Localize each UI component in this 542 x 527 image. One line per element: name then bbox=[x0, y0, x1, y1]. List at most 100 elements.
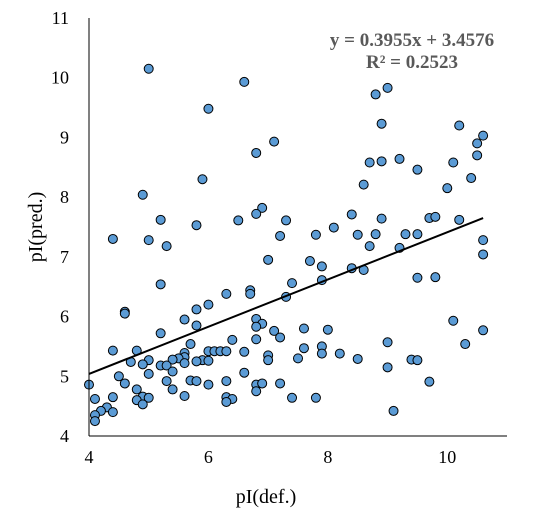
data-point bbox=[269, 325, 280, 336]
data-point bbox=[143, 235, 154, 246]
data-point bbox=[352, 353, 363, 364]
y-tick-label: 5 bbox=[60, 366, 69, 386]
data-point bbox=[316, 261, 327, 272]
data-point bbox=[137, 189, 148, 200]
data-point bbox=[107, 407, 118, 418]
data-point bbox=[191, 376, 202, 387]
data-point bbox=[203, 299, 214, 310]
data-point bbox=[143, 368, 154, 379]
data-point bbox=[221, 288, 232, 299]
data-point bbox=[358, 179, 369, 190]
data-point bbox=[346, 209, 357, 220]
data-point bbox=[161, 241, 172, 252]
data-point bbox=[191, 356, 202, 367]
data-point bbox=[89, 393, 100, 404]
data-point bbox=[203, 355, 214, 366]
data-point bbox=[478, 325, 489, 336]
trendline-r-squared: R² = 0.2523 bbox=[366, 52, 458, 73]
data-point bbox=[334, 348, 345, 359]
data-point bbox=[197, 174, 208, 185]
data-point bbox=[287, 278, 298, 289]
data-point bbox=[119, 308, 130, 319]
data-point bbox=[448, 315, 459, 326]
y-tick-label: 8 bbox=[60, 187, 69, 207]
data-point bbox=[304, 256, 315, 267]
points-layer bbox=[84, 63, 489, 427]
data-point bbox=[376, 118, 387, 129]
data-point bbox=[472, 138, 483, 149]
data-point bbox=[382, 337, 393, 348]
data-point bbox=[251, 334, 262, 345]
data-point bbox=[448, 157, 459, 168]
x-tick-label: 8 bbox=[323, 447, 332, 467]
data-point bbox=[466, 173, 477, 184]
data-point bbox=[412, 164, 423, 175]
data-point bbox=[275, 332, 286, 343]
data-point bbox=[161, 376, 172, 387]
data-point bbox=[143, 63, 154, 74]
data-point bbox=[155, 279, 166, 290]
data-point bbox=[454, 120, 465, 131]
data-point bbox=[287, 392, 298, 403]
y-tick-label: 7 bbox=[60, 247, 69, 267]
data-point bbox=[137, 359, 148, 370]
data-point bbox=[322, 324, 333, 335]
x-tick-label: 10 bbox=[438, 447, 456, 467]
data-point bbox=[364, 241, 375, 252]
data-point bbox=[269, 136, 280, 147]
data-point bbox=[263, 254, 274, 265]
data-point bbox=[298, 343, 309, 354]
data-point bbox=[251, 147, 262, 158]
data-point bbox=[310, 229, 321, 240]
y-axis-title: pI(pred.) bbox=[25, 192, 47, 263]
data-point bbox=[221, 346, 232, 357]
data-point bbox=[185, 339, 196, 350]
data-point bbox=[203, 379, 214, 390]
data-point bbox=[251, 208, 262, 219]
data-point bbox=[239, 367, 250, 378]
data-point bbox=[227, 334, 238, 345]
data-point bbox=[424, 376, 435, 387]
data-point bbox=[251, 386, 262, 397]
data-point bbox=[179, 390, 190, 401]
data-point bbox=[107, 392, 118, 403]
y-tick-label: 11 bbox=[52, 8, 69, 28]
y-tick-label: 9 bbox=[60, 127, 69, 147]
x-tick-label: 6 bbox=[204, 447, 213, 467]
data-point bbox=[191, 304, 202, 315]
data-point bbox=[298, 323, 309, 334]
data-point bbox=[412, 272, 423, 283]
data-point bbox=[167, 384, 178, 395]
data-point bbox=[137, 399, 148, 410]
data-point bbox=[221, 376, 232, 387]
data-point bbox=[113, 371, 124, 382]
data-point bbox=[107, 233, 118, 244]
data-point bbox=[275, 230, 286, 241]
axes-layer bbox=[88, 18, 507, 437]
data-point bbox=[263, 355, 274, 366]
data-point bbox=[161, 360, 172, 371]
data-point bbox=[394, 153, 405, 164]
data-point bbox=[478, 130, 489, 141]
data-point bbox=[376, 213, 387, 224]
data-point bbox=[352, 229, 363, 240]
data-point bbox=[430, 211, 441, 222]
data-point bbox=[412, 355, 423, 366]
y-tick-label: 4 bbox=[60, 426, 69, 446]
data-point bbox=[251, 321, 262, 332]
x-axis-title: pI(def.) bbox=[236, 486, 297, 508]
data-point bbox=[310, 392, 321, 403]
data-point bbox=[364, 157, 375, 168]
data-point bbox=[155, 328, 166, 339]
data-point bbox=[245, 288, 256, 299]
data-point bbox=[143, 392, 154, 403]
data-point bbox=[442, 183, 453, 194]
data-point bbox=[119, 378, 130, 389]
trendline-equation: y = 0.3955x + 3.4576 bbox=[330, 30, 494, 51]
data-point bbox=[89, 416, 100, 427]
data-point bbox=[107, 345, 118, 356]
data-point bbox=[370, 89, 381, 100]
data-point bbox=[382, 82, 393, 93]
data-point bbox=[155, 214, 166, 225]
